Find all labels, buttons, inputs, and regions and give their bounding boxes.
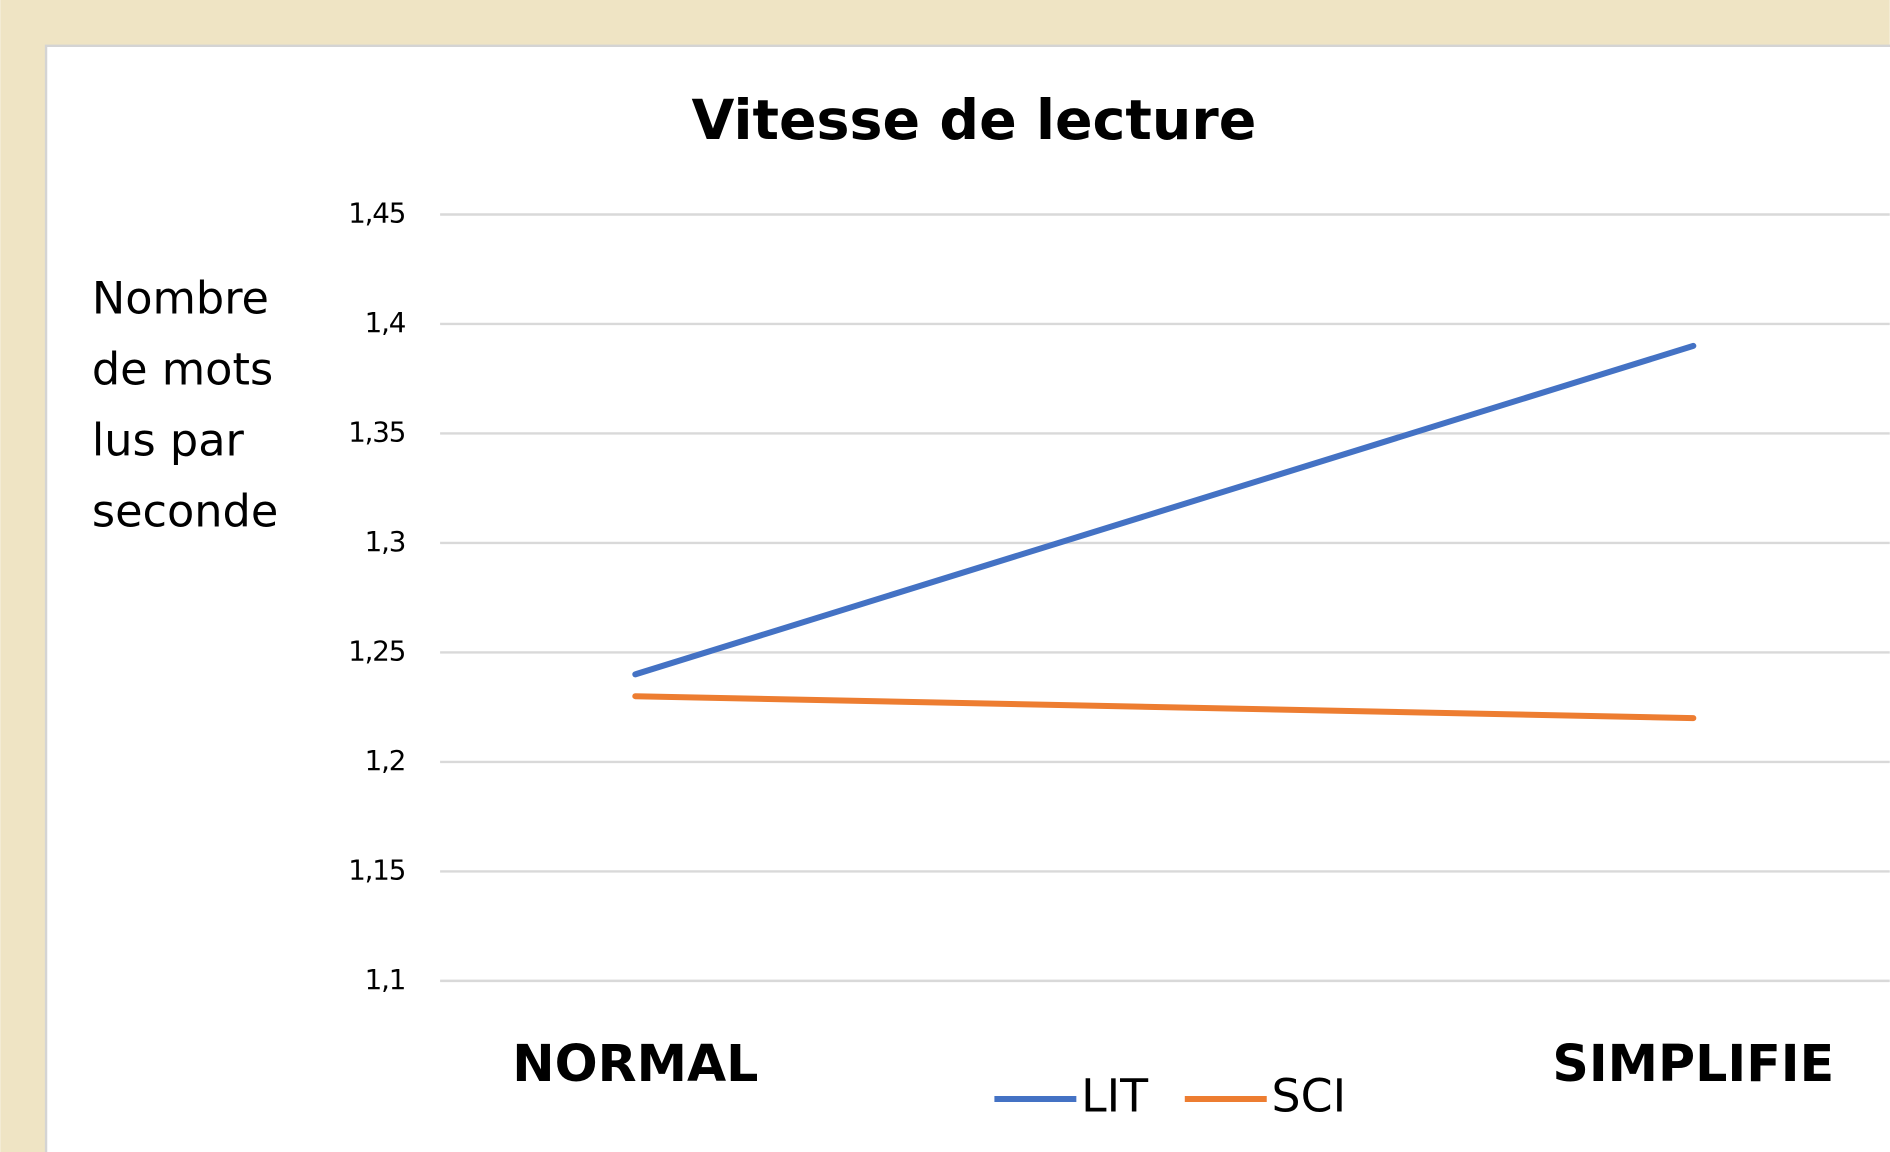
y-tick-label: 1,45 xyxy=(348,196,405,229)
y-tick-label: 1,2 xyxy=(365,744,405,777)
plot-panel xyxy=(44,44,1890,1152)
y-tick-label: 1,35 xyxy=(348,415,405,448)
y-tick-label: 1,4 xyxy=(365,306,406,339)
y-tick-label: 1,1 xyxy=(365,963,405,996)
chart-title: Vitesse de lecture xyxy=(692,89,1257,153)
legend-label: LIT xyxy=(1081,1068,1149,1122)
y-tick-label: 1,15 xyxy=(348,853,405,886)
x-tick-label: NORMAL xyxy=(512,1034,758,1093)
x-tick-label: SIMPLIFIE xyxy=(1552,1034,1834,1093)
y-tick-label: 1,3 xyxy=(365,525,405,558)
legend-label: SCI xyxy=(1272,1068,1347,1122)
y-tick-label: 1,25 xyxy=(348,634,405,667)
y-label-box: Nombre de mots lus par seconde xyxy=(91,272,279,538)
y-axis-label: Nombre de mots lus par seconde xyxy=(91,272,279,538)
line-series xyxy=(632,693,1697,722)
line-series xyxy=(632,342,1697,678)
